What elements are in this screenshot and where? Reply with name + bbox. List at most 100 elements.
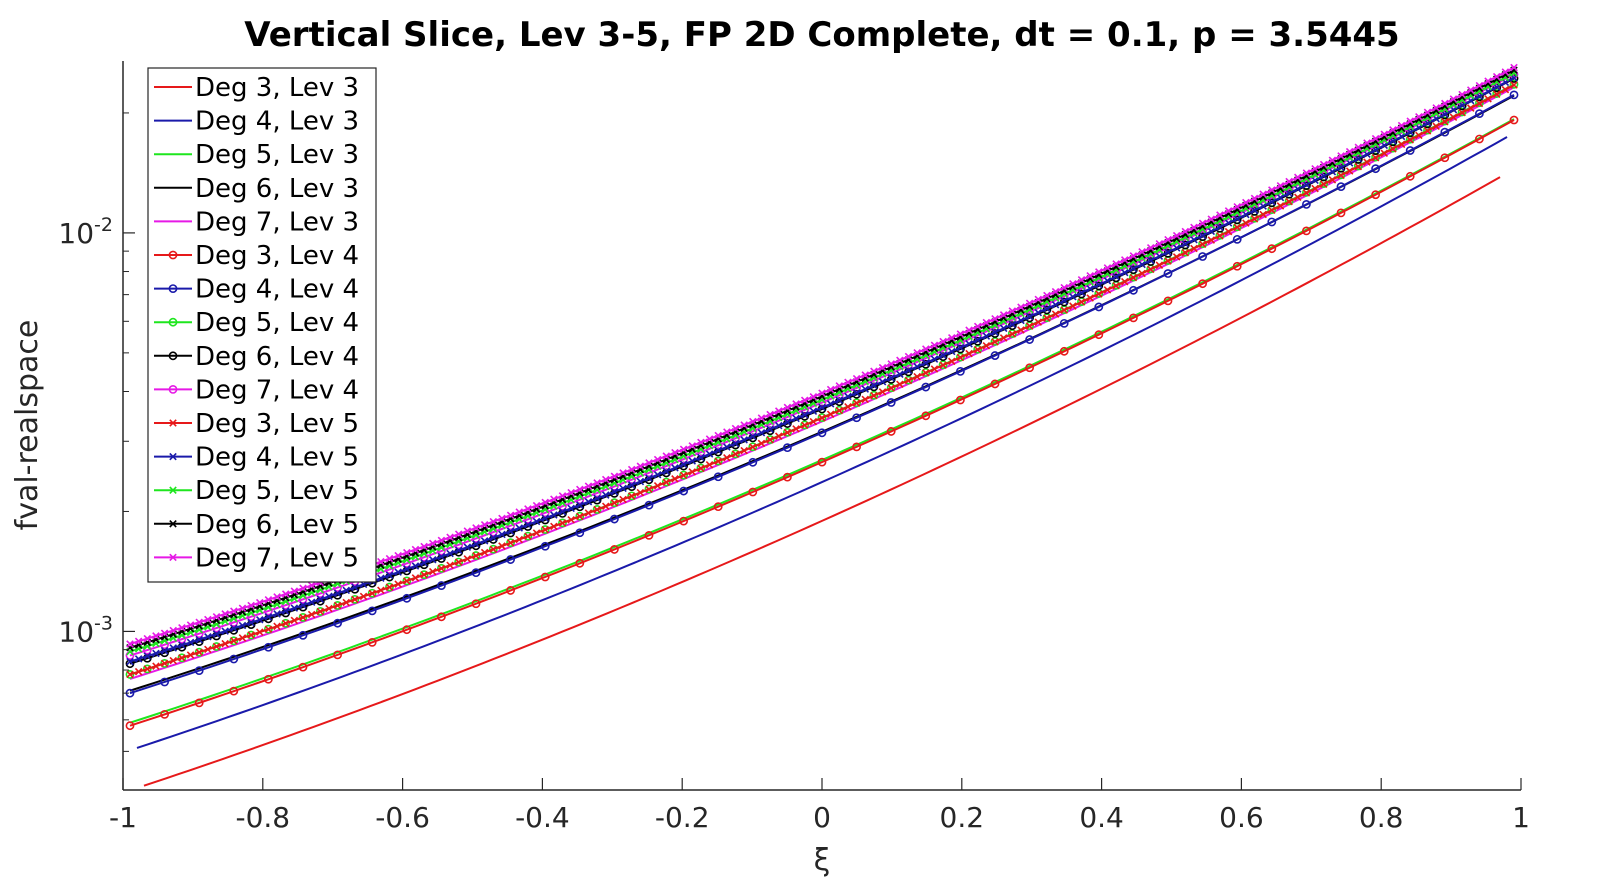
series-marker — [593, 505, 601, 514]
series-marker — [1319, 180, 1328, 188]
marker-stroke — [714, 446, 722, 455]
marker-stroke — [1077, 279, 1086, 287]
series-marker — [705, 450, 714, 458]
legend-item: Deg 5, Lev 3 — [154, 140, 359, 170]
marker-stroke — [1302, 180, 1311, 189]
legend-marker — [168, 351, 178, 361]
marker-stroke — [1328, 159, 1337, 167]
marker-stroke — [437, 536, 446, 545]
marker-stroke — [281, 619, 290, 628]
series-marker — [194, 666, 204, 676]
series-marker — [126, 670, 134, 679]
series-marker — [498, 514, 506, 523]
series-marker — [558, 507, 567, 516]
series-marker — [472, 540, 480, 548]
marker-stroke — [1060, 296, 1068, 305]
marker-stroke — [1371, 137, 1380, 146]
series-marker — [1449, 95, 1458, 103]
series-marker — [411, 562, 420, 570]
marker-stroke — [1250, 215, 1259, 223]
series-marker — [688, 457, 697, 465]
series-marker — [298, 662, 308, 672]
series-line — [129, 119, 1515, 727]
series-marker — [792, 400, 800, 408]
marker-stroke — [783, 418, 792, 426]
marker-stroke — [1423, 114, 1432, 122]
marker-stroke — [688, 442, 697, 450]
marker-stroke — [1337, 163, 1345, 172]
marker-stroke — [377, 574, 385, 583]
marker-stroke — [1155, 239, 1164, 248]
marker-stroke — [1311, 167, 1319, 176]
series-marker — [921, 382, 931, 392]
series-marker — [160, 677, 169, 687]
marker-stroke — [1380, 141, 1389, 150]
marker-stroke — [524, 505, 532, 513]
marker-stroke — [896, 380, 904, 389]
marker-stroke — [1233, 205, 1241, 214]
series-marker — [584, 497, 593, 506]
marker-stroke — [826, 400, 835, 408]
marker-stroke — [740, 436, 748, 444]
series-marker — [230, 637, 238, 645]
y-tick-label: 10-2 — [58, 214, 113, 250]
marker-stroke — [498, 514, 506, 523]
series-marker — [471, 568, 481, 578]
series-marker — [1250, 215, 1259, 223]
series-marker — [230, 624, 238, 633]
series-marker — [965, 340, 973, 348]
series-marker — [273, 593, 281, 601]
series-marker — [627, 481, 636, 489]
series-marker — [921, 411, 931, 421]
series-marker — [1492, 72, 1501, 81]
legend-item: Deg 7, Lev 5 — [154, 543, 359, 573]
marker-stroke — [1242, 210, 1250, 219]
series-marker — [1190, 235, 1198, 244]
marker-stroke — [1086, 272, 1094, 280]
series-marker — [783, 403, 792, 412]
series-marker — [1017, 303, 1025, 311]
series-marker — [1415, 131, 1423, 140]
series-marker — [238, 621, 247, 630]
marker-stroke — [1492, 90, 1501, 99]
series-marker — [419, 570, 429, 580]
series-marker — [1181, 240, 1190, 248]
marker-stroke — [126, 670, 134, 679]
legend-item: Deg 5, Lev 5 — [154, 476, 359, 506]
series-marker — [1510, 81, 1518, 89]
series-marker — [1484, 95, 1492, 103]
series-marker — [1112, 282, 1120, 290]
marker-stroke — [550, 495, 558, 503]
series-marker — [1060, 306, 1068, 314]
marker-stroke — [1319, 172, 1328, 180]
marker-stroke — [247, 618, 255, 627]
marker-stroke — [307, 598, 316, 606]
series-marker — [749, 443, 757, 451]
marker-stroke — [1259, 202, 1267, 210]
marker-stroke — [601, 502, 610, 511]
marker-stroke — [1181, 248, 1190, 257]
marker-stroke — [1146, 244, 1155, 252]
marker-stroke — [230, 637, 238, 645]
series-marker — [541, 525, 549, 534]
marker-stroke — [930, 365, 939, 373]
series-marker — [818, 403, 826, 412]
series-marker — [394, 568, 402, 576]
series-marker — [705, 435, 714, 443]
marker-stroke — [1466, 91, 1475, 100]
series-marker — [125, 670, 135, 679]
marker-stroke — [437, 552, 446, 561]
series-marker — [1155, 261, 1164, 269]
series-marker — [342, 586, 351, 595]
marker-stroke — [792, 400, 800, 408]
series-marker — [688, 442, 697, 450]
marker-stroke — [1449, 97, 1458, 106]
series-marker — [1475, 109, 1484, 119]
marker-stroke — [826, 385, 835, 394]
marker-stroke — [169, 486, 177, 494]
marker-stroke — [757, 414, 766, 422]
series-marker — [886, 398, 896, 407]
marker-stroke — [878, 363, 887, 372]
marker-stroke — [904, 376, 913, 385]
marker-stroke — [1449, 95, 1458, 103]
